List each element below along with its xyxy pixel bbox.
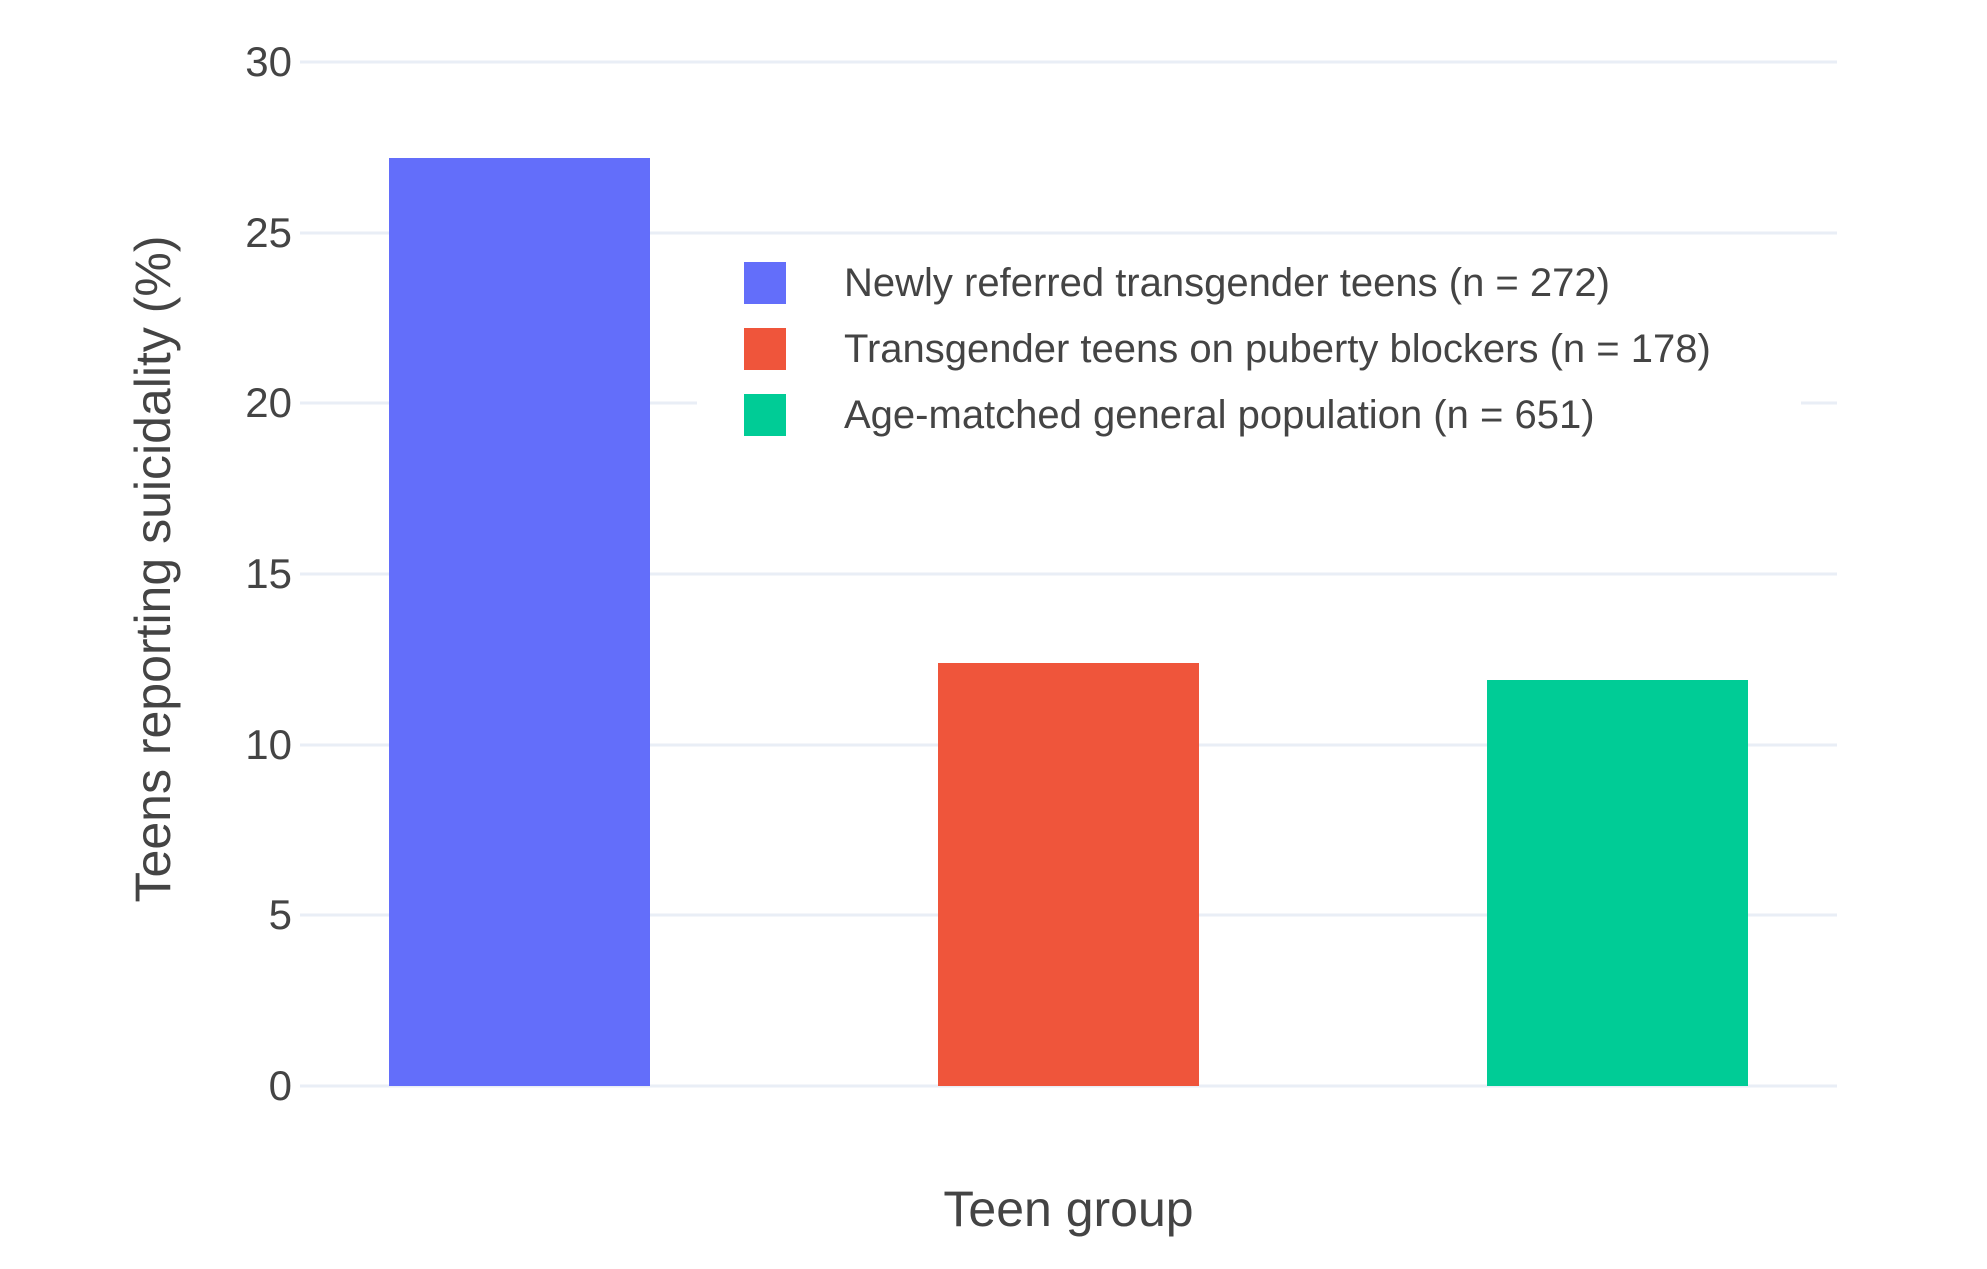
gridline bbox=[300, 231, 1837, 235]
x-axis-title: Teen group bbox=[943, 1181, 1194, 1237]
legend-swatch bbox=[744, 328, 786, 370]
legend-item-general-population[interactable]: Age-matched general population (n = 651) bbox=[744, 394, 1711, 436]
y-axis-title: Teens reporting suicidality (%) bbox=[125, 235, 181, 903]
legend-item-puberty-blockers[interactable]: Transgender teens on puberty blockers (n… bbox=[744, 328, 1711, 370]
y-tick-label: 30 bbox=[245, 38, 292, 85]
bar-1 bbox=[938, 662, 1199, 1086]
y-tick-label: 20 bbox=[245, 379, 292, 427]
legend: Newly referred transgender teens (n = 27… bbox=[697, 246, 1801, 456]
legend-swatch bbox=[744, 262, 786, 304]
y-tick-label: 25 bbox=[245, 208, 292, 256]
legend-label: Age-matched general population (n = 651) bbox=[844, 393, 1595, 437]
y-tick-label: 10 bbox=[245, 720, 292, 768]
gridline bbox=[300, 60, 1837, 64]
legend-label: Transgender teens on puberty blockers (n… bbox=[844, 327, 1711, 371]
bar-0 bbox=[388, 157, 650, 1086]
gridline bbox=[300, 572, 1837, 576]
bar-2 bbox=[1487, 679, 1748, 1086]
plot-area: 0 5 10 15 20 25 30 bbox=[245, 41, 1837, 1107]
y-tick-label: 15 bbox=[245, 550, 292, 597]
legend-swatch bbox=[744, 394, 786, 436]
legend-label: Newly referred transgender teens (n = 27… bbox=[844, 261, 1610, 305]
y-tick-label: 0 bbox=[268, 1062, 292, 1109]
y-tick-label: 5 bbox=[268, 891, 292, 939]
legend-item-newly-referred[interactable]: Newly referred transgender teens (n = 27… bbox=[744, 262, 1711, 304]
zero-line bbox=[300, 1084, 1837, 1088]
